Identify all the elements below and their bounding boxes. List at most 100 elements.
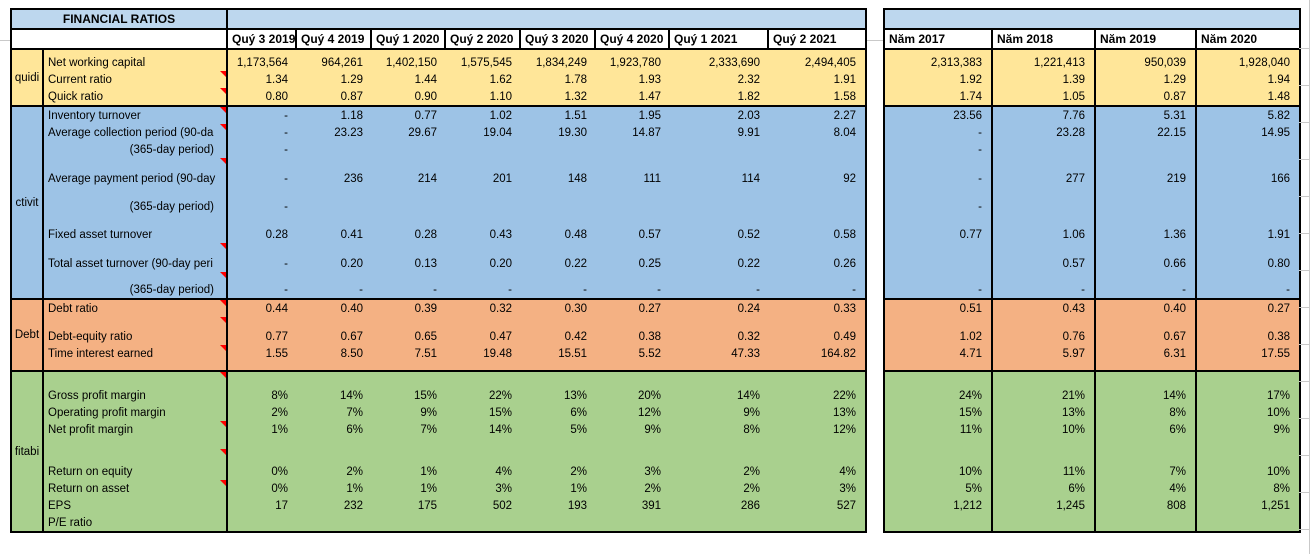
value-cell[interactable]: 0.38: [1197, 328, 1299, 345]
value-cell[interactable]: [769, 438, 865, 449]
value-cell[interactable]: [596, 243, 670, 254]
value-cell[interactable]: [521, 158, 596, 169]
value-cell[interactable]: 236: [297, 169, 372, 187]
value-cell[interactable]: [769, 372, 865, 387]
value-cell[interactable]: 286: [670, 497, 769, 514]
value-cell[interactable]: [297, 272, 372, 282]
title-fill-cell[interactable]: [228, 10, 865, 28]
value-cell[interactable]: -: [446, 282, 521, 298]
value-cell[interactable]: [228, 243, 297, 254]
value-cell[interactable]: -: [769, 282, 865, 298]
value-cell[interactable]: 1.48: [1197, 88, 1299, 105]
value-cell[interactable]: [228, 187, 297, 198]
value-cell[interactable]: [993, 362, 1096, 370]
value-cell[interactable]: [297, 141, 372, 158]
value-cell[interactable]: 47.33: [670, 345, 769, 362]
header-spacer-cell[interactable]: [12, 30, 228, 48]
value-cell[interactable]: -: [228, 282, 297, 298]
value-cell[interactable]: 5%: [521, 421, 596, 438]
value-cell[interactable]: -: [885, 282, 993, 298]
value-cell[interactable]: 23.23: [297, 124, 372, 141]
value-cell[interactable]: [670, 449, 769, 463]
value-cell[interactable]: [297, 514, 372, 531]
value-cell[interactable]: 1.95: [596, 107, 670, 124]
column-header-quarter[interactable]: Quý 4 2020: [596, 30, 670, 48]
value-cell[interactable]: [1096, 272, 1197, 282]
value-cell[interactable]: 21%: [993, 387, 1096, 404]
row-label[interactable]: [44, 317, 228, 328]
value-cell[interactable]: [769, 158, 865, 169]
value-cell[interactable]: 0.38: [596, 328, 670, 345]
value-cell[interactable]: 193: [521, 497, 596, 514]
value-cell[interactable]: [993, 372, 1096, 387]
value-cell[interactable]: 14%: [297, 387, 372, 404]
value-cell[interactable]: [372, 243, 446, 254]
value-cell[interactable]: 964,261: [297, 54, 372, 71]
value-cell[interactable]: [596, 272, 670, 282]
value-cell[interactable]: 9%: [372, 404, 446, 421]
value-cell[interactable]: 24%: [885, 387, 993, 404]
value-cell[interactable]: 5.97: [993, 345, 1096, 362]
value-cell[interactable]: 0.52: [670, 226, 769, 243]
value-cell[interactable]: 1%: [372, 463, 446, 480]
value-cell[interactable]: 1.29: [1096, 71, 1197, 88]
value-cell[interactable]: [1096, 141, 1197, 158]
value-cell[interactable]: 0%: [228, 463, 297, 480]
value-cell[interactable]: [1096, 158, 1197, 169]
value-cell[interactable]: 1.02: [885, 328, 993, 345]
row-label[interactable]: (365-day period): [44, 141, 228, 158]
value-cell[interactable]: 0.40: [1096, 300, 1197, 317]
value-cell[interactable]: [228, 50, 297, 54]
value-cell[interactable]: [1096, 198, 1197, 215]
value-cell[interactable]: 7.51: [372, 345, 446, 362]
value-cell[interactable]: 9.91: [670, 124, 769, 141]
value-cell[interactable]: [1096, 362, 1197, 370]
value-cell[interactable]: [596, 372, 670, 387]
value-cell[interactable]: [228, 362, 297, 370]
value-cell[interactable]: 0.30: [521, 300, 596, 317]
value-cell[interactable]: 1.92: [885, 71, 993, 88]
value-cell[interactable]: [670, 514, 769, 531]
value-cell[interactable]: [670, 438, 769, 449]
value-cell[interactable]: 22.15: [1096, 124, 1197, 141]
value-cell[interactable]: 201: [446, 169, 521, 187]
row-label[interactable]: [44, 187, 228, 198]
value-cell[interactable]: [1096, 215, 1197, 226]
value-cell[interactable]: 0.57: [993, 254, 1096, 272]
value-cell[interactable]: [1197, 514, 1299, 531]
value-cell[interactable]: 3%: [446, 480, 521, 497]
value-cell[interactable]: 2%: [228, 404, 297, 421]
value-cell[interactable]: [297, 198, 372, 215]
value-cell[interactable]: [372, 514, 446, 531]
value-cell[interactable]: [596, 362, 670, 370]
value-cell[interactable]: 15%: [885, 404, 993, 421]
value-cell[interactable]: 114: [670, 169, 769, 187]
row-label[interactable]: [44, 215, 228, 226]
value-cell[interactable]: -: [885, 169, 993, 187]
value-cell[interactable]: 5%: [885, 480, 993, 497]
value-cell[interactable]: 0.27: [1197, 300, 1299, 317]
value-cell[interactable]: 2.03: [670, 107, 769, 124]
group-label-debt[interactable]: Debt: [12, 300, 44, 370]
value-cell[interactable]: 0%: [228, 480, 297, 497]
value-cell[interactable]: 8.50: [297, 345, 372, 362]
value-cell[interactable]: [372, 141, 446, 158]
value-cell[interactable]: [670, 158, 769, 169]
value-cell[interactable]: [446, 141, 521, 158]
value-cell[interactable]: [372, 372, 446, 387]
value-cell[interactable]: 22%: [769, 387, 865, 404]
column-header-year[interactable]: Năm 2018: [993, 30, 1096, 48]
row-label[interactable]: Return on asset: [44, 480, 228, 497]
value-cell[interactable]: [885, 438, 993, 449]
value-cell[interactable]: 0.57: [596, 226, 670, 243]
value-cell[interactable]: [297, 317, 372, 328]
value-cell[interactable]: -: [228, 107, 297, 124]
value-cell[interactable]: -: [1096, 282, 1197, 298]
row-label[interactable]: [44, 362, 228, 370]
value-cell[interactable]: [993, 514, 1096, 531]
value-cell[interactable]: [1197, 362, 1299, 370]
value-cell[interactable]: 0.32: [670, 328, 769, 345]
value-cell[interactable]: 0.20: [297, 254, 372, 272]
value-cell[interactable]: -: [670, 282, 769, 298]
value-cell[interactable]: -: [228, 169, 297, 187]
